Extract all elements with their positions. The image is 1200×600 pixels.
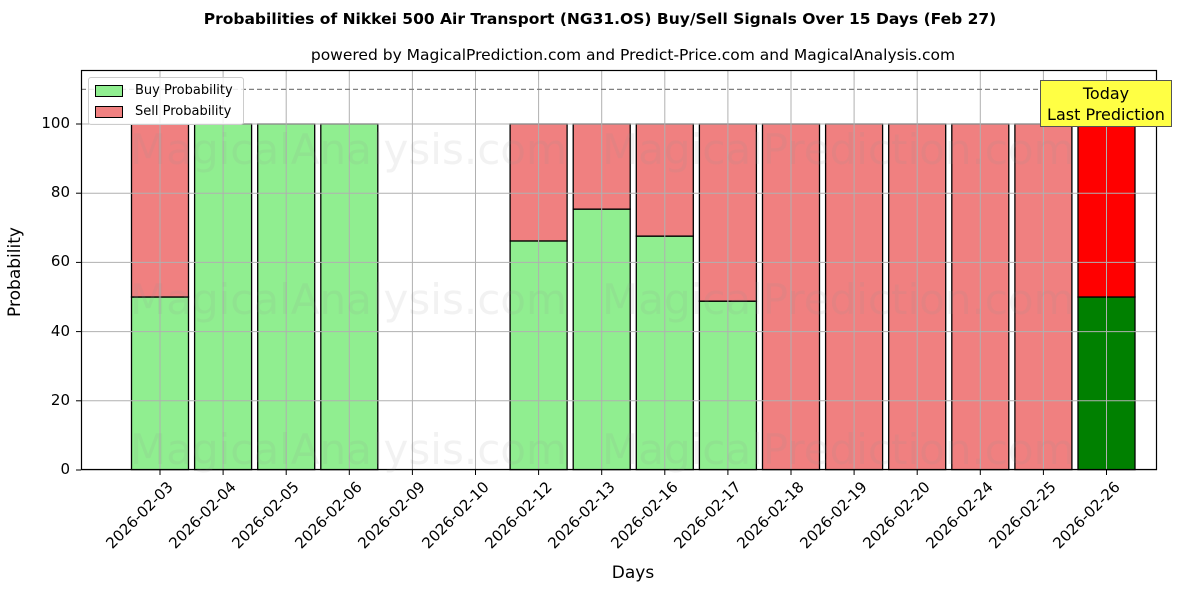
chart-subtitle: powered by MagicalPrediction.com and Pre… [310, 46, 956, 64]
annotation-line-1: Today [1082, 84, 1130, 103]
today-annotation: Today Last Prediction [1040, 80, 1172, 127]
chart-title: Probabilities of Nikkei 500 Air Transpor… [203, 10, 997, 28]
legend-buy-label: Buy Probability [135, 83, 233, 98]
y-tick-label: 20 [50, 390, 70, 409]
y-tick-label: 40 [50, 321, 70, 340]
annotation-line-2: Last Prediction [1047, 105, 1165, 124]
y-tick-label: 80 [50, 183, 70, 202]
legend: Buy Probability Sell Probability [88, 77, 244, 125]
legend-item-buy: Buy Probability [95, 83, 233, 98]
sell-swatch-icon [95, 105, 123, 118]
y-tick-label: 0 [60, 460, 70, 478]
x-axis-label: Days [611, 563, 655, 583]
buy-swatch-icon [95, 84, 123, 97]
y-tick-label: 60 [50, 252, 70, 271]
y-tick-label: 100 [41, 114, 70, 132]
legend-item-sell: Sell Probability [95, 104, 231, 119]
legend-sell-label: Sell Probability [135, 104, 232, 119]
